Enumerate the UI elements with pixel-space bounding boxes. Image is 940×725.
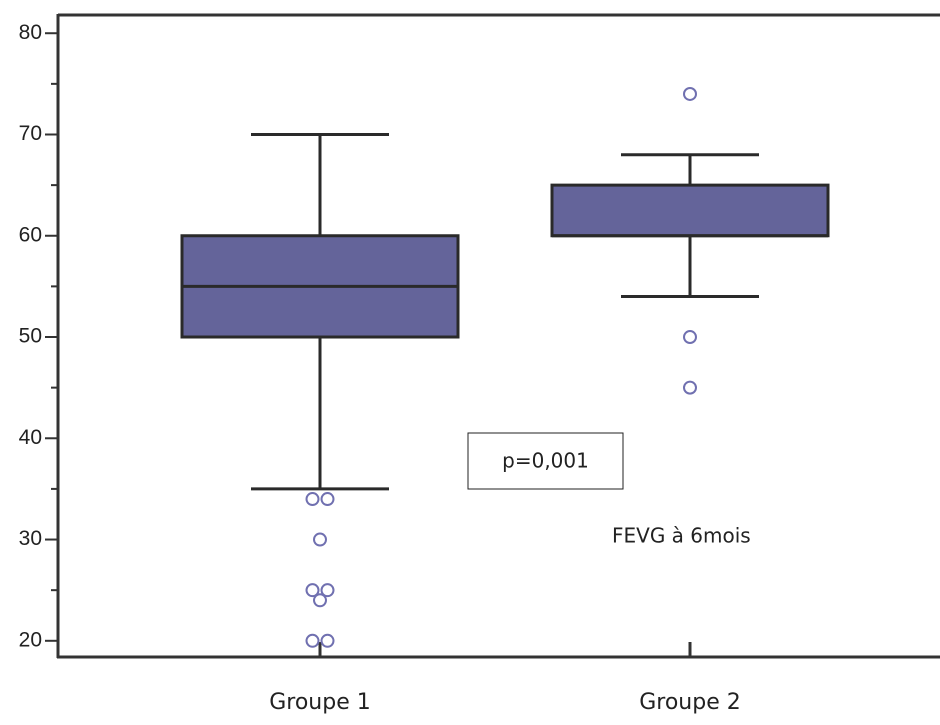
x-tick-label: Groupe 1 (269, 690, 371, 715)
y-tick-label: 80 (19, 21, 42, 44)
outlier (313, 532, 327, 547)
x-tick-label: Groupe 2 (639, 690, 741, 715)
annotation: FEVG à 6mois (612, 524, 751, 548)
y-tick-label: 60 (19, 223, 42, 246)
outlier (320, 583, 335, 598)
p-value: p=0,001 (502, 449, 589, 473)
y-tick-label: 70 (19, 122, 42, 145)
y-tick-label: 20 (19, 628, 42, 651)
y-tick-label: 50 (19, 325, 42, 348)
y-tick-label: 30 (19, 527, 42, 550)
outlier (320, 492, 335, 507)
outlier (305, 583, 320, 598)
box (550, 183, 830, 238)
outlier (305, 633, 320, 648)
outlier (683, 86, 697, 101)
outlier (313, 593, 327, 608)
y-tick-label: 40 (19, 426, 42, 449)
annotation-box (467, 432, 624, 490)
outlier (683, 380, 697, 395)
outlier (320, 633, 335, 648)
outlier (683, 330, 697, 345)
outlier (305, 492, 320, 507)
